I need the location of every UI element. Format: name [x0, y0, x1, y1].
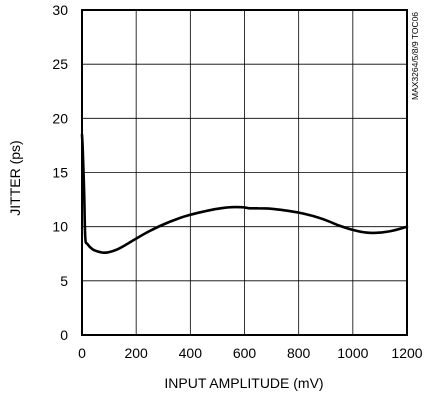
x-tick-label: 400	[179, 345, 203, 361]
x-tick-labels: 0 200 400 600 800 1000 1200	[78, 345, 423, 361]
y-tick-label: 0	[60, 327, 68, 343]
x-tick-label: 600	[233, 345, 257, 361]
y-axis-label: JITTER (ps)	[7, 140, 23, 215]
x-axis-label: INPUT AMPLITUDE (mV)	[164, 375, 323, 391]
figure-code-label: MAX3264/5/8/9 TOC06	[410, 12, 420, 100]
y-tick-label: 15	[52, 165, 68, 181]
x-tick-label: 1200	[391, 345, 422, 361]
y-tick-label: 20	[52, 110, 68, 126]
x-tick-label: 800	[287, 345, 311, 361]
plot-frame	[81, 9, 408, 336]
y-tick-label: 25	[52, 56, 68, 72]
y-tick-label: 5	[60, 273, 68, 289]
y-tick-label: 10	[52, 219, 68, 235]
x-tick-label: 200	[124, 345, 148, 361]
x-tick-label: 1000	[337, 345, 368, 361]
series-layer	[80, 133, 409, 255]
y-tick-labels: 0 5 10 15 20 25 30	[52, 2, 68, 343]
series-line	[80, 133, 409, 255]
y-tick-label: 30	[52, 2, 68, 18]
x-tick-label: 0	[78, 345, 86, 361]
grid-lines	[82, 10, 407, 335]
